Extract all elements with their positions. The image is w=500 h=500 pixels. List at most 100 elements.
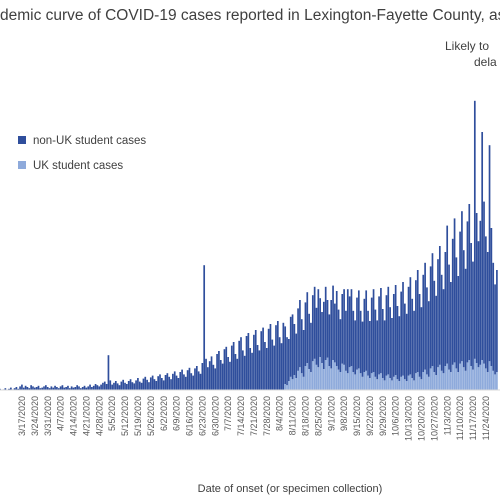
bar	[494, 284, 496, 375]
bar	[334, 303, 336, 363]
bar	[365, 290, 368, 371]
bar	[409, 374, 412, 390]
bar	[392, 294, 395, 377]
bar	[68, 388, 71, 390]
bar	[352, 310, 355, 372]
bar	[455, 257, 458, 369]
bar	[83, 385, 86, 390]
bar	[339, 319, 342, 372]
bar	[398, 381, 401, 390]
bar	[293, 375, 296, 390]
bar	[468, 204, 471, 360]
bar	[398, 316, 401, 381]
bar	[348, 367, 351, 390]
bar	[424, 262, 426, 370]
bar	[24, 385, 27, 390]
bar	[413, 380, 415, 390]
bar	[208, 361, 211, 390]
bar	[76, 385, 79, 390]
bar	[407, 375, 410, 390]
bar	[45, 385, 47, 390]
bar	[339, 372, 342, 390]
bar	[265, 348, 268, 390]
bar	[413, 310, 415, 381]
bar	[420, 307, 423, 380]
bar	[116, 383, 119, 390]
bar	[72, 387, 75, 390]
bar	[315, 307, 318, 365]
bar	[356, 369, 358, 390]
bar	[227, 357, 229, 390]
bar	[113, 382, 115, 390]
bar	[203, 265, 206, 390]
bar	[249, 348, 252, 390]
bar	[319, 298, 322, 357]
bar	[289, 376, 292, 390]
bar	[111, 384, 113, 390]
bar	[376, 320, 379, 380]
bar	[114, 381, 117, 390]
bar	[311, 295, 314, 362]
bar	[87, 386, 90, 390]
bar	[39, 388, 42, 390]
bar	[477, 241, 480, 368]
bar	[192, 375, 194, 390]
bar	[317, 367, 320, 390]
bar	[267, 328, 270, 390]
x-tick-label: 9/15/2020	[352, 396, 362, 436]
bar	[299, 367, 301, 390]
bar	[479, 364, 482, 390]
bar	[464, 370, 467, 390]
bar	[234, 354, 237, 390]
bar	[407, 286, 410, 376]
bar	[473, 100, 476, 359]
bar	[481, 132, 484, 360]
bar	[179, 372, 182, 390]
bar	[85, 387, 88, 390]
bar	[300, 319, 303, 374]
x-tick-label: 6/2/2020	[159, 396, 169, 431]
bar	[448, 369, 450, 390]
bar	[238, 340, 241, 390]
bar	[448, 264, 450, 370]
bar	[118, 385, 121, 390]
bar	[337, 309, 340, 370]
bar	[485, 236, 487, 369]
bar	[494, 374, 496, 390]
bar	[451, 364, 454, 390]
bar	[91, 387, 93, 390]
bar	[251, 352, 253, 390]
bar	[186, 370, 189, 390]
bar	[332, 360, 334, 390]
bar	[201, 363, 204, 390]
bar	[280, 343, 283, 390]
bar	[422, 274, 425, 372]
bar	[464, 268, 467, 371]
bar	[19, 386, 21, 390]
bar	[341, 363, 344, 390]
bar	[435, 375, 437, 390]
bar	[431, 366, 434, 390]
bar	[67, 385, 69, 390]
bar	[122, 379, 125, 390]
bar	[354, 320, 356, 375]
x-tick-label: 8/4/2020	[275, 396, 285, 431]
bar	[214, 368, 217, 390]
bar	[429, 266, 432, 369]
bar	[433, 372, 436, 390]
bar	[472, 261, 474, 370]
bar	[437, 259, 439, 368]
bar	[389, 307, 391, 378]
bar	[254, 330, 257, 390]
bar	[402, 282, 404, 376]
bar	[466, 221, 469, 363]
bar	[363, 298, 366, 372]
bar	[486, 372, 489, 390]
bar	[302, 376, 305, 390]
bar	[183, 374, 185, 390]
bar	[28, 388, 31, 390]
bar	[89, 384, 91, 390]
bar	[157, 376, 160, 390]
bar	[78, 386, 80, 390]
bar	[127, 381, 130, 390]
